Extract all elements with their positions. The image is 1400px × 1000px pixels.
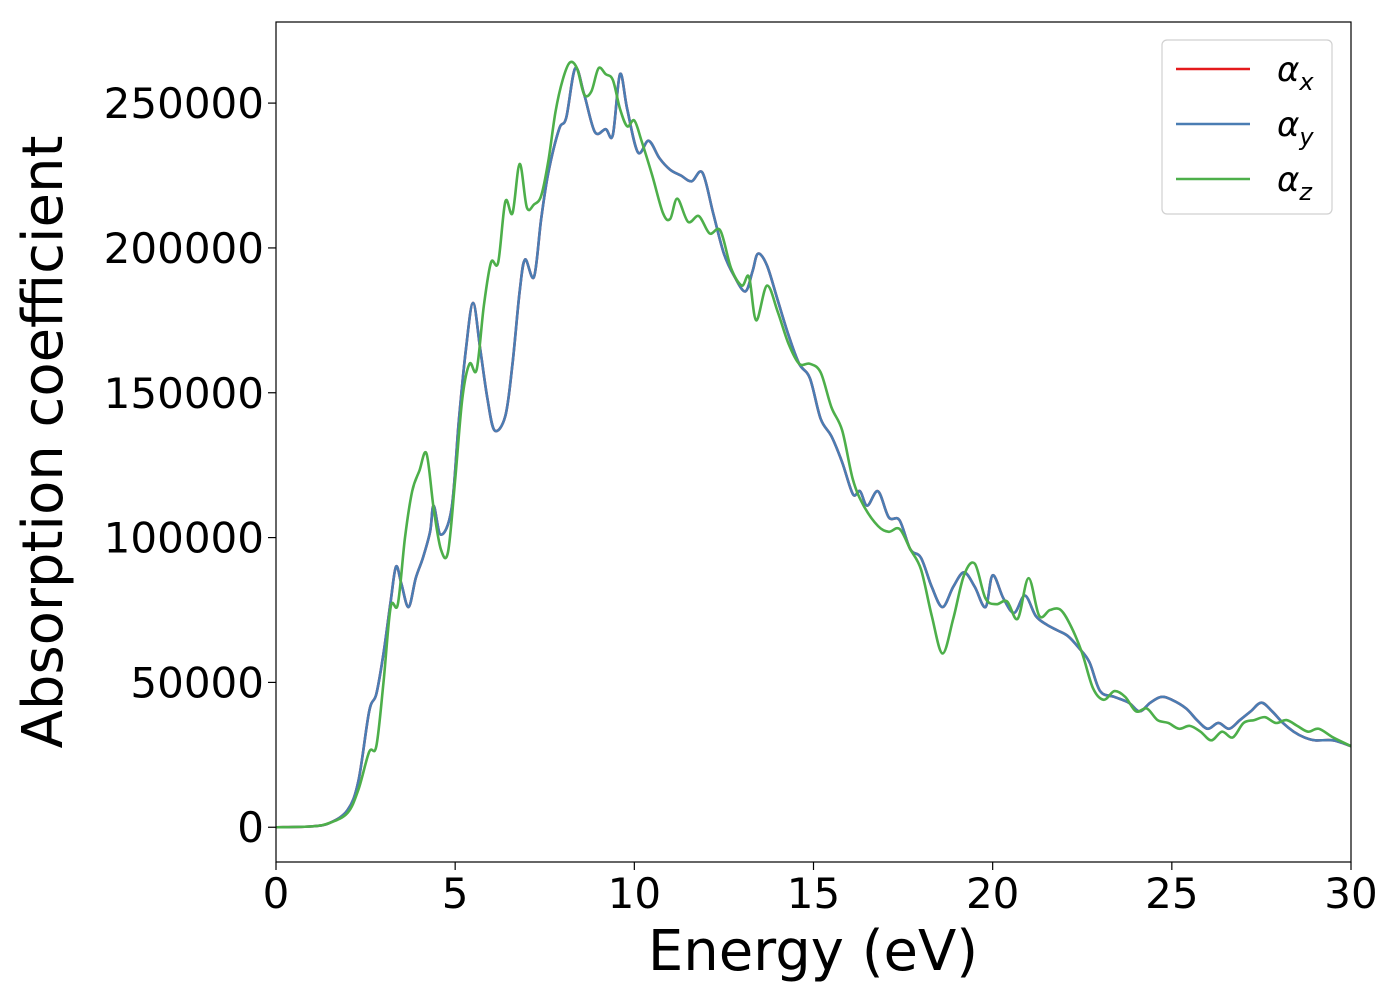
x-tick-label: 25 [1145, 869, 1198, 918]
y-tick-label: 0 [237, 803, 264, 852]
series-line-z [275, 60, 1352, 829]
legend: αx αy αz [1161, 39, 1333, 215]
x-tick-label: 20 [966, 869, 1019, 918]
x-axis: 0 5 10 15 20 25 30 [263, 862, 1378, 918]
x-tick-label: 10 [608, 869, 661, 918]
legend-label-z: αz [1277, 160, 1313, 206]
legend-label-y: αy [1277, 105, 1314, 151]
x-tick-label: 15 [787, 869, 840, 918]
y-tick-label: 250000 [104, 79, 264, 128]
series-layer [275, 60, 1352, 829]
y-tick-label: 50000 [130, 658, 264, 707]
y-axis-title: Absorption coefficient [11, 136, 76, 749]
y-axis: 0 50000 100000 150000 200000 250000 [104, 79, 276, 852]
legend-label-x: αx [1277, 50, 1314, 96]
x-tick-label: 5 [442, 869, 469, 918]
legend-box [1161, 39, 1333, 215]
x-tick-label: 0 [263, 869, 290, 918]
x-tick-label: 30 [1324, 869, 1377, 918]
y-tick-label: 150000 [104, 369, 264, 418]
y-tick-label: 200000 [104, 224, 264, 273]
x-axis-title: Energy (eV) [648, 919, 978, 984]
y-tick-label: 100000 [104, 514, 264, 563]
